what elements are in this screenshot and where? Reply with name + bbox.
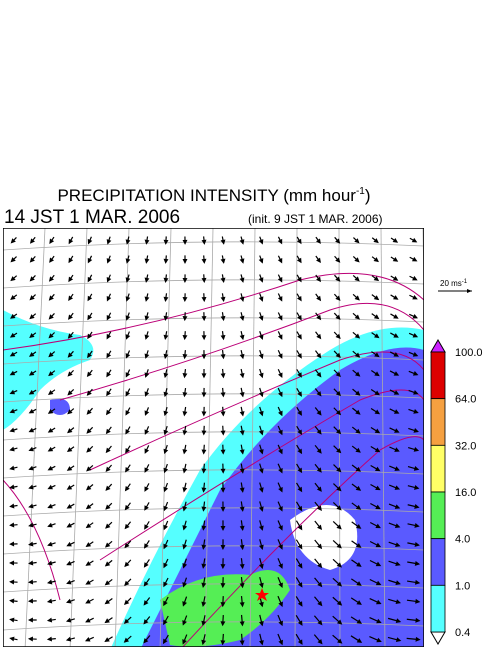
colorbar-label: 16.0 (455, 487, 476, 499)
title-close: ) (365, 186, 371, 205)
colorbar-segment (431, 399, 445, 446)
colorbar-segment (431, 445, 445, 492)
colorbar-over (431, 340, 445, 352)
colorbar-segment (431, 492, 445, 539)
reference-text: 20 ms (440, 279, 462, 288)
colorbar: 100.0 64.0 32.0 16.0 4.0 1.0 0.4 (431, 340, 483, 644)
colorbar-label: 32.0 (455, 440, 476, 452)
colorbar-label: 1.0 (455, 580, 470, 592)
colorbar-label: 64.0 (455, 394, 476, 406)
colorbar-segment (431, 539, 445, 586)
colorbar-label: 4.0 (455, 534, 470, 546)
colorbar-segment (431, 352, 445, 399)
init-time: (init. 9 JST 1 MAR. 2006) (248, 212, 383, 226)
valid-time: 14 JST 1 MAR. 2006 (4, 207, 180, 228)
colorbar-label: 0.4 (455, 627, 470, 639)
reference-exponent: -1 (462, 279, 468, 285)
map-grid (0, 228, 3, 650)
reference-label: 20 ms-1 (440, 279, 468, 288)
map (0, 228, 475, 650)
colorbar-segment (431, 585, 445, 632)
colorbar-under (431, 632, 445, 644)
title: PRECIPITATION INTENSITY (mm hour-1) (57, 186, 370, 205)
title-text: PRECIPITATION INTENSITY (mm hour (57, 186, 356, 205)
map-grid (423, 228, 430, 650)
colorbar-label: 100.0 (455, 347, 483, 359)
